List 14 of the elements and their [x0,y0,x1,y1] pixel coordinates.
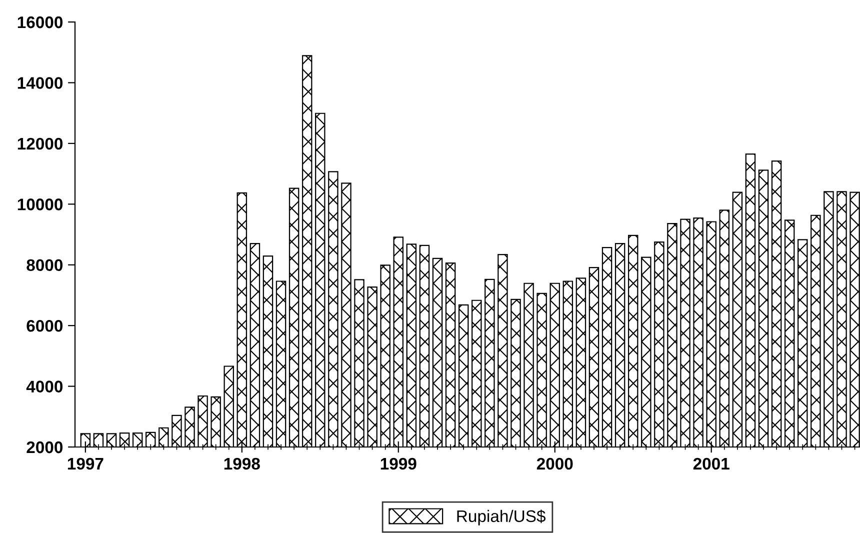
y-tick-label: 4000 [26,380,63,392]
x-tick-label: 2000 [536,458,573,470]
y-tick-label: 8000 [26,259,63,272]
y-tick-label: 6000 [26,320,63,332]
y-tick-label: 16000 [18,16,63,28]
y-tick-label: 14000 [18,77,63,89]
y-tick-label: 12000 [18,138,63,150]
y-tick-label: 10000 [18,198,63,210]
legend-label: Rupiah/US$ [457,510,546,526]
x-tick-label: 1997 [68,458,104,470]
x-tick-label: 1999 [380,458,416,470]
y-tick-label: 2000 [26,441,63,454]
x-tick-label: 1998 [224,458,260,470]
x-tick-label: 2001 [693,458,730,470]
